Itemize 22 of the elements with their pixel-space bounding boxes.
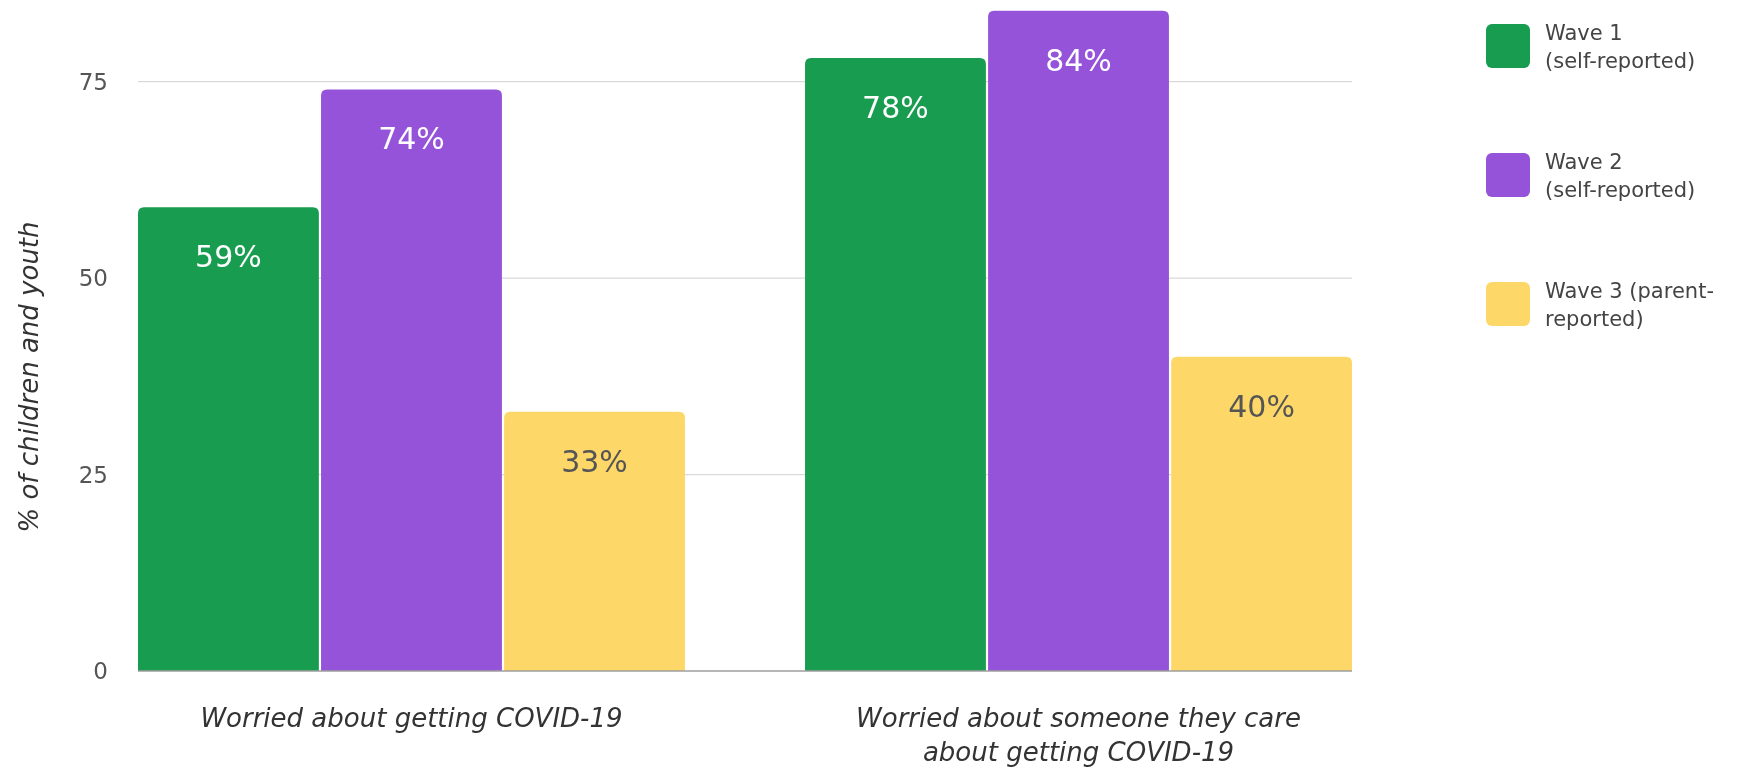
y-tick-label: 25 (78, 461, 108, 488)
legend-label: Wave 2 (self-reported) (1545, 150, 1696, 202)
legend-label: Wave 1 (self-reported) (1545, 21, 1696, 73)
data-label: 78% (862, 90, 929, 126)
data-label: 84% (1045, 42, 1112, 78)
y-axis-title: % of children and youth (14, 221, 44, 533)
data-label: 59% (195, 239, 262, 275)
bar (1171, 356, 1352, 671)
data-label: 40% (1228, 388, 1295, 424)
x-tick-label: Worried about someone they care about getting COVID-19 (856, 703, 1301, 767)
bar (321, 89, 502, 671)
legend-label: Wave 3 (parent-reported) (1545, 279, 1714, 331)
data-label: 33% (561, 443, 628, 479)
y-tick-label: 50 (78, 265, 108, 292)
bar (504, 411, 685, 671)
bar (138, 207, 319, 671)
bar (805, 58, 986, 671)
data-label: 74% (378, 121, 445, 157)
y-tick-label: 75 (78, 68, 108, 95)
bar (988, 10, 1169, 671)
y-tick-label: 0 (93, 658, 108, 685)
x-tick-label: Worried about getting COVID-19 (200, 703, 623, 733)
